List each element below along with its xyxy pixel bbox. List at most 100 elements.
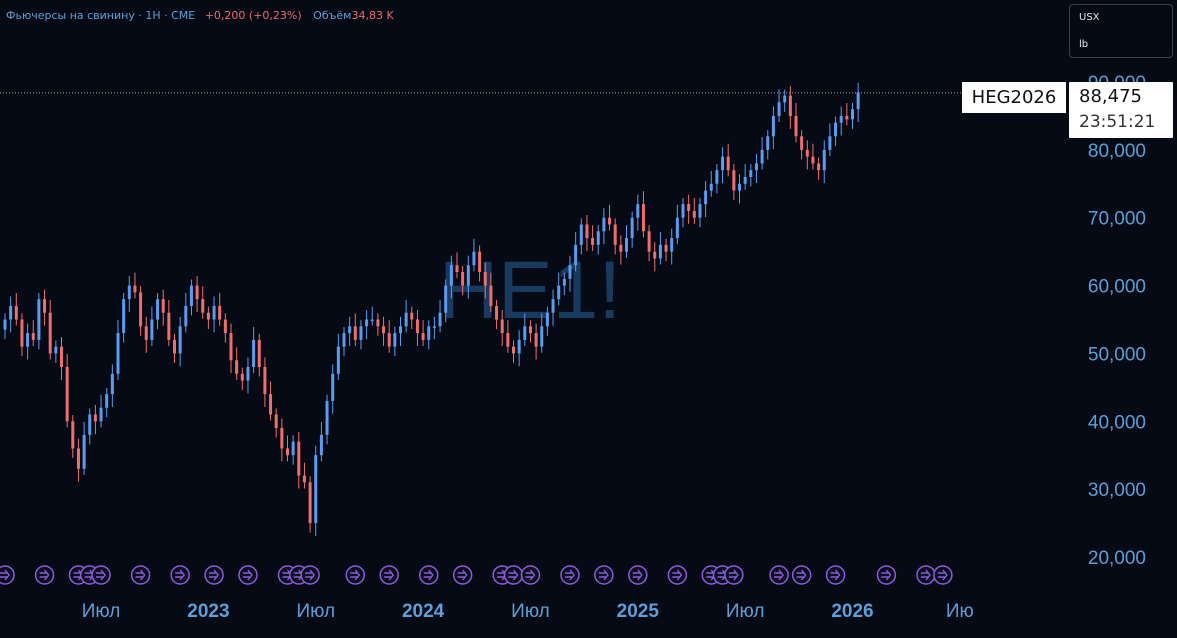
event-arrow-icon <box>96 569 106 581</box>
candle-body <box>76 448 80 469</box>
candle-body <box>540 326 544 347</box>
candle-body <box>641 204 645 232</box>
candle <box>438 299 442 333</box>
dividend-event-icon[interactable] <box>769 565 789 585</box>
candle-body <box>766 136 770 150</box>
event-circle <box>825 565 846 585</box>
candle <box>415 310 419 346</box>
candle-body <box>415 319 419 334</box>
candle <box>26 323 30 360</box>
candle-body <box>658 244 662 259</box>
dividend-event-icon[interactable] <box>452 565 473 585</box>
candle-body <box>382 326 386 334</box>
candle-body <box>709 183 713 191</box>
event-circle <box>628 565 648 585</box>
candle-body <box>26 333 30 347</box>
dividend-event-icon[interactable] <box>419 565 439 585</box>
dividend-event-icon[interactable] <box>724 565 744 585</box>
dividend-event-icon[interactable] <box>560 565 580 585</box>
candle-body <box>579 224 583 245</box>
candle <box>54 340 58 363</box>
candle-body <box>771 115 775 137</box>
dividend-event-icon[interactable] <box>916 565 936 585</box>
candle <box>839 106 843 136</box>
dividend-event-icon[interactable] <box>825 565 846 585</box>
dividend-event-icon[interactable] <box>503 565 524 585</box>
candle-body <box>715 170 719 184</box>
event-circle <box>933 565 953 585</box>
dividend-event-icon[interactable] <box>876 565 897 585</box>
candle <box>692 198 696 224</box>
y-axis-tick-label: 20,000 <box>1088 548 1146 569</box>
dividend-event-icon[interactable] <box>204 565 224 585</box>
candle-body <box>839 115 843 123</box>
dividend-event-icon[interactable] <box>379 565 399 585</box>
dividend-event-icon[interactable] <box>130 565 151 585</box>
candle <box>195 276 199 313</box>
last-price-tag: 88,475 23:51:21 <box>1069 82 1173 138</box>
candle-body <box>189 285 193 306</box>
candle-body <box>110 373 114 395</box>
candle <box>856 82 860 123</box>
candle-body <box>410 312 414 320</box>
candle <box>591 225 595 251</box>
event-circle <box>300 565 320 585</box>
candle-body <box>506 333 510 347</box>
dividend-event-icon[interactable] <box>628 565 648 585</box>
candle <box>817 157 821 180</box>
dividend-event-icon[interactable] <box>300 565 320 585</box>
currency-label[interactable]: USX <box>1079 12 1100 23</box>
candle-body <box>760 149 764 164</box>
candle-body <box>574 244 578 266</box>
candle <box>263 357 267 408</box>
event-arrow-icon <box>384 569 395 581</box>
event-arrow-icon <box>0 569 10 581</box>
candle-body <box>602 217 606 232</box>
candle-body <box>9 305 13 320</box>
candle-body <box>212 305 216 320</box>
dividend-event-icon[interactable] <box>594 565 614 585</box>
candle-body <box>670 238 674 252</box>
candle <box>65 354 69 428</box>
unit-label[interactable]: lb <box>1079 39 1089 50</box>
event-arrow-icon <box>598 569 609 581</box>
chart-legend[interactable]: Фьючерсы на свинину · 1Н · CME +0,200 (+… <box>6 9 394 22</box>
dividend-event-icon[interactable] <box>238 565 258 585</box>
candle <box>805 140 809 170</box>
candle <box>834 116 838 146</box>
candle <box>382 316 386 346</box>
candle <box>252 326 256 374</box>
candles-group <box>3 82 860 536</box>
y-axis-tick-label: 30,000 <box>1088 480 1146 501</box>
candle-body <box>133 285 137 293</box>
candle-body <box>845 115 849 120</box>
dividend-event-icon[interactable] <box>91 565 111 585</box>
candle <box>3 313 7 340</box>
candle-body <box>99 407 103 422</box>
dividend-event-icon[interactable] <box>170 565 190 585</box>
candle <box>342 326 346 357</box>
dividend-event-icon[interactable] <box>0 565 15 585</box>
candle-body <box>286 448 289 456</box>
dividend-event-icon[interactable] <box>791 565 812 585</box>
dividend-event-icon[interactable] <box>933 565 953 585</box>
dividend-event-icon[interactable] <box>667 565 688 585</box>
candle-body <box>822 149 826 171</box>
currency-unit-selector[interactable]: USX lb <box>1069 4 1173 58</box>
event-circle <box>91 565 111 585</box>
candle-body <box>704 190 708 205</box>
candle-body <box>235 360 239 374</box>
dividend-event-icon[interactable] <box>520 565 541 585</box>
candle <box>754 153 758 184</box>
dividend-event-icon[interactable] <box>34 565 55 585</box>
event-arrow-icon <box>728 569 739 581</box>
candle-body <box>523 326 527 340</box>
candle-body <box>195 285 199 300</box>
symbol-info[interactable]: Фьючерсы на свинину · 1Н · CME <box>6 9 196 22</box>
dividend-event-icon[interactable] <box>345 565 366 585</box>
candle-body <box>71 421 75 449</box>
candle-body <box>127 285 131 300</box>
candle-body <box>438 312 442 327</box>
